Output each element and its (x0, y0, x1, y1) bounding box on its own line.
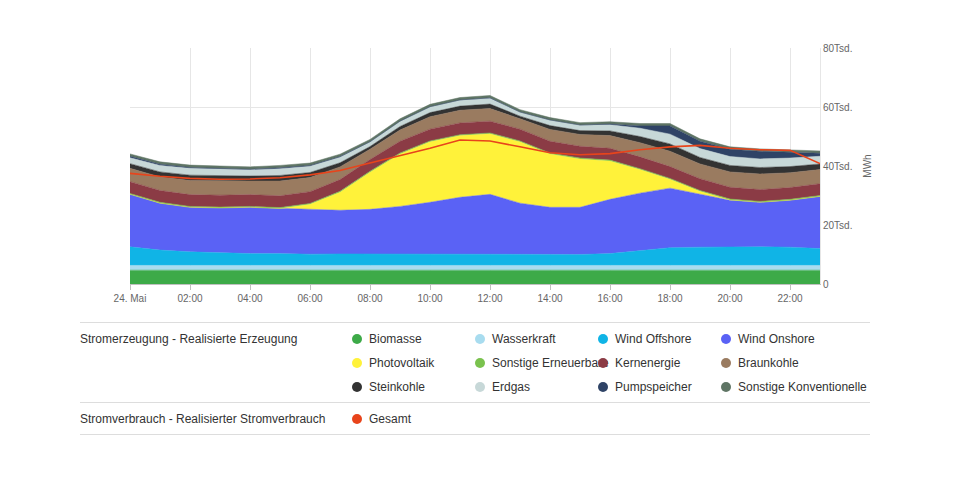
html-text:Stromverbrauch - Realisierter: Stromverbrauch - Realisierter Stromverbr… (80, 412, 326, 426)
svg-text:06:00: 06:00 (297, 293, 322, 304)
html-text:Stromerzeugung - Realisierte E: Stromerzeugung - Realisierte Erzeugung (80, 332, 298, 346)
html-text:Erdgas: Erdgas (492, 380, 530, 394)
svg-text:10:00: 10:00 (417, 293, 442, 304)
html-text:Sonstige Erneuerbare: Sonstige Erneuerbare (492, 356, 609, 370)
svg-text:22:00: 22:00 (777, 293, 802, 304)
svg-text:0: 0 (823, 279, 829, 290)
svg-text:24. Mai: 24. Mai (114, 293, 147, 304)
svg-text:20:00: 20:00 (717, 293, 742, 304)
html-text:Steinkohle: Steinkohle (369, 380, 425, 394)
html-text:Sonstige Konventionelle: Sonstige Konventionelle (738, 380, 867, 394)
html-text:Kernenergie: Kernenergie (615, 356, 681, 370)
svg-text:40Tsd.: 40Tsd. (823, 161, 852, 172)
svg-text:16:00: 16:00 (597, 293, 622, 304)
html-text:Braunkohle: Braunkohle (738, 356, 799, 370)
html-text:Biomasse: Biomasse (369, 332, 422, 346)
svg-text:14:00: 14:00 (537, 293, 562, 304)
svg-text:20Tsd.: 20Tsd. (823, 220, 852, 231)
svg-text:18:00: 18:00 (657, 293, 682, 304)
html-text:Photovoltaik: Photovoltaik (369, 356, 435, 370)
svg-text:04:00: 04:00 (237, 293, 262, 304)
svg-text:MWh: MWh (862, 154, 873, 177)
html-text:Wind Onshore: Wind Onshore (738, 332, 815, 346)
html-text:Gesamt: Gesamt (369, 412, 411, 426)
svg-text:02:00: 02:00 (177, 293, 202, 304)
html-text:Pumpspeicher: Pumpspeicher (615, 380, 692, 394)
svg-text:60Tsd.: 60Tsd. (823, 102, 852, 113)
svg-text:08:00: 08:00 (357, 293, 382, 304)
html-text:Wind Offshore: Wind Offshore (615, 332, 692, 346)
svg-text:80Tsd.: 80Tsd. (823, 43, 852, 54)
html-text:Wasserkraft: Wasserkraft (492, 332, 556, 346)
svg-text:12:00: 12:00 (477, 293, 502, 304)
